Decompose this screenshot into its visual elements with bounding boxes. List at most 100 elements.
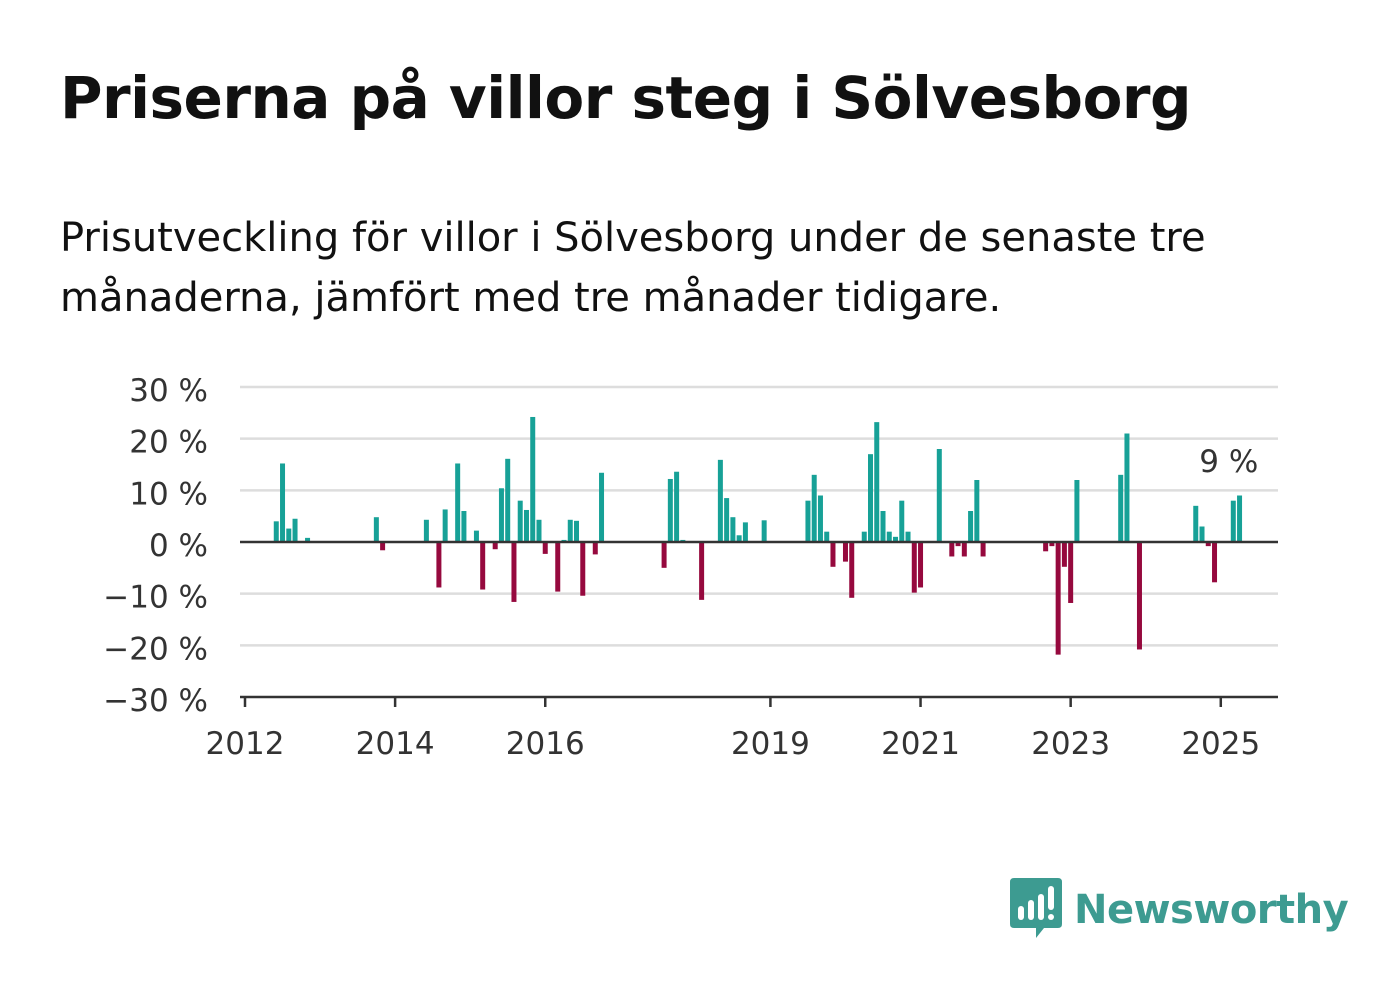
bar xyxy=(492,542,498,550)
bar xyxy=(824,531,830,542)
annotations: 9 % xyxy=(1199,444,1258,480)
brand-logo: Newsworthy xyxy=(1010,878,1349,942)
bar xyxy=(473,530,479,542)
bar xyxy=(517,500,523,542)
bar xyxy=(886,531,892,542)
brand-name: Newsworthy xyxy=(1074,887,1349,933)
bar xyxy=(699,542,705,600)
bar xyxy=(423,519,429,542)
bar xyxy=(811,474,817,542)
x-tick-label: 2023 xyxy=(1031,726,1110,762)
bar xyxy=(305,537,311,542)
bar xyxy=(511,542,517,602)
bar xyxy=(905,531,911,542)
bar xyxy=(899,500,905,542)
bar xyxy=(918,542,924,588)
bar xyxy=(1212,542,1218,583)
x-tick-label: 2014 xyxy=(356,726,435,762)
x-tick-label: 2019 xyxy=(731,726,810,762)
bar xyxy=(980,542,986,557)
y-tick-label: −30 % xyxy=(103,683,208,719)
bar xyxy=(1061,542,1067,567)
bar xyxy=(505,458,511,542)
bar xyxy=(968,511,974,542)
bar xyxy=(273,521,279,542)
bar xyxy=(530,416,536,542)
bar xyxy=(724,498,730,542)
bar xyxy=(830,542,836,567)
bar xyxy=(1124,433,1130,542)
bar xyxy=(849,542,855,598)
bar xyxy=(536,519,542,542)
bar xyxy=(498,488,504,542)
bar xyxy=(661,542,667,568)
bar xyxy=(373,517,379,542)
bar xyxy=(868,454,873,542)
y-tick-label: 0 % xyxy=(149,528,208,564)
bar xyxy=(805,500,811,542)
bar xyxy=(599,472,605,542)
bar xyxy=(742,522,748,542)
y-tick-label: −20 % xyxy=(103,631,208,667)
bar xyxy=(1230,500,1236,542)
bar xyxy=(893,536,899,542)
bar xyxy=(442,509,448,542)
bar xyxy=(1055,542,1061,655)
bar xyxy=(567,519,573,542)
latest-value-label: 9 % xyxy=(1199,444,1258,480)
bar xyxy=(574,520,580,542)
y-tick-label: 10 % xyxy=(129,476,208,512)
bar xyxy=(949,542,955,557)
bar xyxy=(730,517,736,542)
axes xyxy=(240,540,1278,707)
bar xyxy=(1193,505,1199,542)
bar xyxy=(817,495,823,542)
y-tick-label: 30 % xyxy=(129,373,208,409)
bar xyxy=(436,542,442,588)
bar xyxy=(455,463,461,542)
bar xyxy=(667,478,673,542)
x-tick-label: 2021 xyxy=(881,726,960,762)
bar xyxy=(736,535,742,542)
bar xyxy=(380,542,386,551)
bar xyxy=(674,471,680,542)
bar xyxy=(955,542,961,547)
bar xyxy=(1043,542,1049,552)
gridlines xyxy=(240,385,1278,647)
bar xyxy=(555,542,561,592)
bar xyxy=(761,520,767,542)
bar xyxy=(880,511,886,542)
bar-chart-speech-bubble-icon xyxy=(1010,878,1062,942)
chart-subtitle: Prisutveckling för villor i Sölvesborg u… xyxy=(60,215,1206,321)
bar xyxy=(592,542,598,555)
bar xyxy=(1074,480,1080,542)
bar xyxy=(961,542,967,557)
y-axis-tick-labels: 30 % 20 % 10 % 0 % −10 % −20 % −30 % xyxy=(103,373,208,719)
y-tick-label: −10 % xyxy=(103,580,208,616)
bar xyxy=(1199,526,1205,542)
bar xyxy=(1237,495,1243,542)
x-tick-label: 2025 xyxy=(1181,726,1260,762)
bar xyxy=(1049,542,1055,547)
bar xyxy=(842,542,848,562)
x-axis-tick-labels: 2012 2014 2016 2019 2021 2023 2025 xyxy=(206,726,1261,762)
bar xyxy=(461,511,467,542)
bar xyxy=(1118,474,1124,542)
bar xyxy=(1205,542,1211,547)
chart-title: Priserna på villor steg i Sölvesborg xyxy=(60,64,1192,132)
bar xyxy=(280,463,286,542)
bar xyxy=(974,480,980,542)
bar xyxy=(286,528,292,542)
bar xyxy=(580,542,586,596)
bar xyxy=(480,542,486,590)
bar xyxy=(523,509,529,542)
y-tick-label: 20 % xyxy=(129,425,208,461)
bar xyxy=(861,531,867,542)
x-tick-label: 2012 xyxy=(206,726,285,762)
x-tick-label: 2016 xyxy=(506,726,585,762)
bar xyxy=(911,542,917,593)
bar xyxy=(542,542,548,554)
bar xyxy=(1136,542,1142,650)
bar xyxy=(1068,542,1074,603)
